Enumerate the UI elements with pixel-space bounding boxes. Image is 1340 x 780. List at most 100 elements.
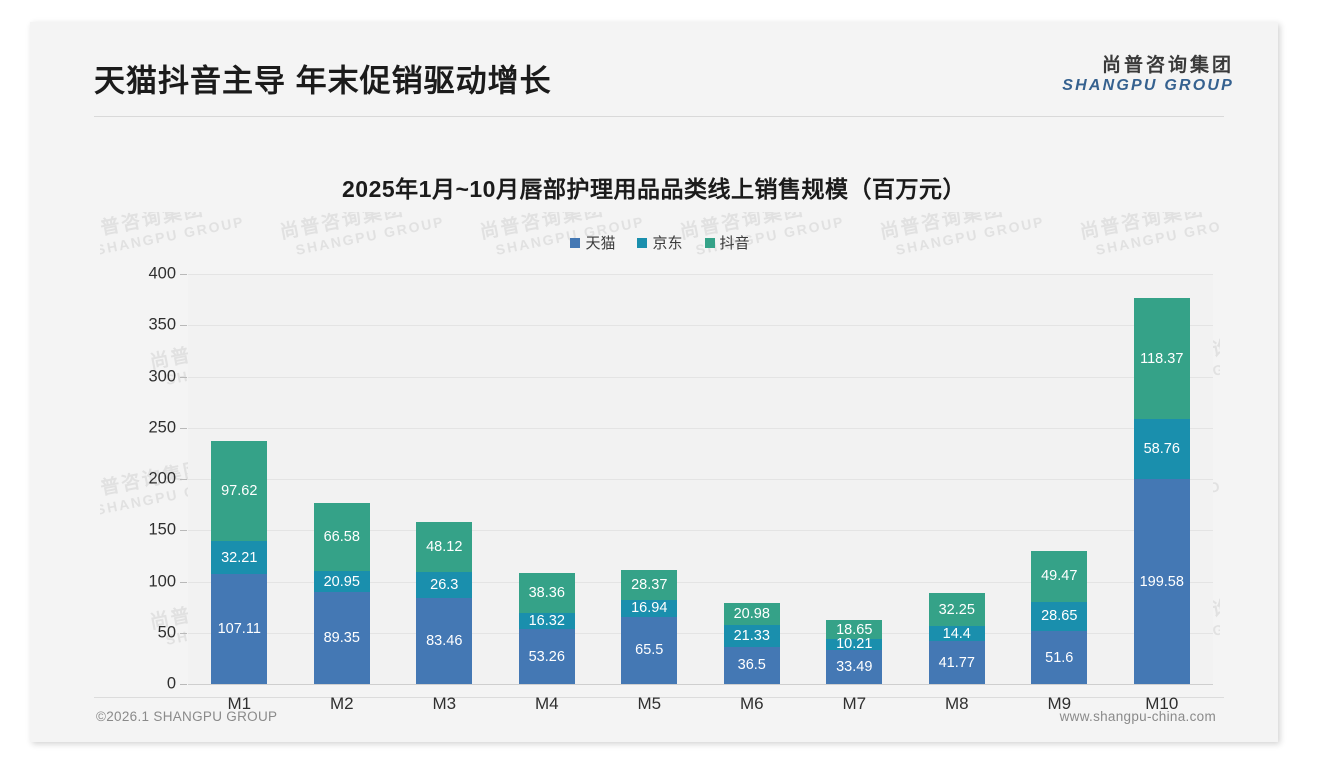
bar-group[interactable]: 18.65 10.21 33.49	[826, 620, 883, 684]
bar-segment[interactable]: 28.37	[621, 570, 678, 600]
header-divider	[94, 116, 1224, 117]
bar-segment[interactable]: 48.12	[416, 522, 473, 572]
bar-segment[interactable]: 33.49	[826, 649, 883, 684]
y-axis-tick-label: 350	[148, 315, 176, 334]
bar-value-label: 83.46	[426, 633, 463, 650]
bar-segment[interactable]: 36.5	[723, 646, 780, 684]
legend-item-2[interactable]: 京东	[637, 232, 683, 253]
bar-value-label: 16.94	[631, 600, 668, 617]
gridline	[188, 325, 1213, 327]
bar-value-label: 66.58	[323, 528, 360, 545]
bar-segment[interactable]: 16.32	[518, 612, 575, 630]
bar-value-label: 89.35	[323, 630, 360, 647]
bar-segment[interactable]: 49.47	[1031, 551, 1088, 602]
bar-segment[interactable]: 41.77	[928, 641, 985, 684]
bar-value-label: 58.76	[1143, 441, 1180, 458]
company-logo: 尚普咨询集团 SHANGPU GROUP	[1062, 56, 1234, 95]
bar-segment[interactable]: 65.5	[621, 616, 678, 684]
bar-group[interactable]: 118.37 58.76 199.58	[1133, 297, 1190, 684]
bar-value-label: 53.26	[528, 648, 565, 665]
bar-segment[interactable]: 32.21	[211, 541, 268, 575]
bar-value-label: 20.98	[733, 605, 770, 622]
y-axis-tick-label: 250	[148, 418, 176, 437]
bar-segment[interactable]: 20.98	[723, 603, 780, 625]
slide-header: 天猫抖音主导 年末促销驱动增长 尚普咨询集团 SHANGPU GROUP	[30, 22, 1278, 118]
y-axis-tick-mark	[180, 632, 187, 634]
x-axis-tick-label: M2	[329, 694, 354, 713]
bar-group[interactable]: 20.98 21.33 36.5	[723, 603, 780, 684]
bar-value-label: 107.11	[217, 621, 261, 638]
bar-segment[interactable]: 18.65	[826, 620, 883, 640]
legend-label: 京东	[652, 235, 683, 252]
bar-segment[interactable]: 89.35	[313, 592, 370, 684]
bar-value-label: 32.21	[221, 549, 258, 566]
bar-segment[interactable]: 14.4	[928, 625, 985, 642]
bar-group[interactable]: 32.25 14.4 41.77	[928, 593, 985, 684]
bar-segment[interactable]: 28.65	[1031, 601, 1088, 632]
y-axis-tick-mark	[180, 376, 187, 378]
bar-value-label: 28.37	[631, 576, 668, 593]
bar-segment[interactable]: 83.46	[416, 598, 473, 684]
bar-value-label: 16.32	[528, 613, 565, 630]
bar-segment[interactable]: 199.58	[1133, 479, 1190, 684]
bar-segment[interactable]: 21.33	[723, 624, 780, 647]
y-axis-tick-label: 200	[148, 469, 176, 488]
logo-chinese-text: 尚普咨询集团	[1101, 55, 1234, 76]
bar-value-label: 36.5	[737, 657, 766, 674]
x-axis-tick-label: M5	[637, 694, 662, 713]
bar-group[interactable]: 48.12 26.3 83.46	[416, 522, 473, 684]
bar-value-label: 28.65	[1041, 608, 1078, 625]
y-axis-tick-mark	[180, 530, 187, 532]
x-axis-tick-label: M4	[534, 694, 559, 713]
plot-area: 97.62 32.21 107.11 66.58 20.95 89.35 48.12 26.3…	[148, 265, 1213, 713]
bar-value-label: 48.12	[426, 538, 463, 555]
bar-group[interactable]: 38.36 16.32 53.26	[518, 573, 575, 684]
bar-segment[interactable]: 66.58	[313, 502, 370, 571]
bar-value-label: 26.3	[430, 576, 459, 593]
chart-title: 2025年1月~10月唇部护理用品品类线上销售规模（百万元）	[342, 176, 966, 202]
bar-segment[interactable]: 32.25	[928, 593, 985, 627]
bar-value-label: 49.47	[1041, 568, 1078, 585]
bar-value-label: 32.25	[938, 601, 975, 618]
bar-group[interactable]: 66.58 20.95 89.35	[313, 502, 370, 684]
bar-segment[interactable]: 97.62	[211, 441, 268, 542]
bar-value-label: 118.37	[1140, 350, 1184, 367]
legend-label: 天猫	[585, 235, 616, 252]
legend-label: 抖音	[719, 235, 750, 252]
bar-segment[interactable]: 10.21	[826, 636, 883, 653]
y-axis-tick-label: 0	[166, 674, 176, 693]
gridline	[188, 632, 1213, 634]
legend-item-3[interactable]: 抖音	[704, 232, 750, 253]
legend-swatch-icon	[637, 238, 648, 248]
bar-segment[interactable]: 26.3	[416, 571, 473, 599]
gridline	[188, 376, 1213, 378]
bar-value-label: 65.5	[635, 642, 664, 659]
y-axis-tick-mark	[180, 274, 187, 275]
bar-group[interactable]: 49.47 28.65 51.6	[1031, 551, 1088, 684]
bar-segment[interactable]: 118.37	[1133, 297, 1190, 420]
bar-segment[interactable]: 51.6	[1031, 631, 1088, 684]
bar-group[interactable]: 28.37 16.94 65.5	[621, 570, 678, 684]
footer-copyright: ©2026.1 SHANGPU GROUP	[96, 709, 278, 724]
bar-segment[interactable]: 107.11	[211, 574, 268, 684]
y-axis-tick-label: 50	[157, 623, 176, 642]
bar-value-label: 21.33	[733, 627, 770, 644]
legend-item-1[interactable]: 天猫	[570, 232, 615, 253]
bar-group[interactable]: 97.62 32.21 107.11	[211, 441, 268, 684]
y-axis-tick-label: 150	[148, 520, 176, 539]
bar-segment[interactable]: 16.94	[621, 599, 678, 617]
bar-value-label: 33.49	[836, 658, 873, 675]
y-axis-tick-mark	[180, 581, 187, 583]
x-axis-tick-label: M8	[944, 694, 969, 713]
slide: 天猫抖音主导 年末促销驱动增长 尚普咨询集团 SHANGPU GROUP 202…	[30, 22, 1278, 742]
logo-english-text: SHANGPU GROUP	[1062, 76, 1234, 94]
bar-segment[interactable]: 58.76	[1133, 419, 1190, 480]
bar-segment[interactable]: 53.26	[518, 629, 575, 684]
bar-value-label: 18.65	[836, 621, 873, 638]
bar-segment[interactable]: 38.36	[518, 573, 575, 613]
y-axis-tick-label: 300	[148, 367, 176, 385]
bar-segment[interactable]: 20.95	[313, 570, 370, 593]
bar-value-label: 10.21	[836, 636, 873, 653]
bar-value-label: 14.4	[942, 625, 971, 642]
footer-website: www.shangpu-china.com	[1059, 709, 1216, 724]
